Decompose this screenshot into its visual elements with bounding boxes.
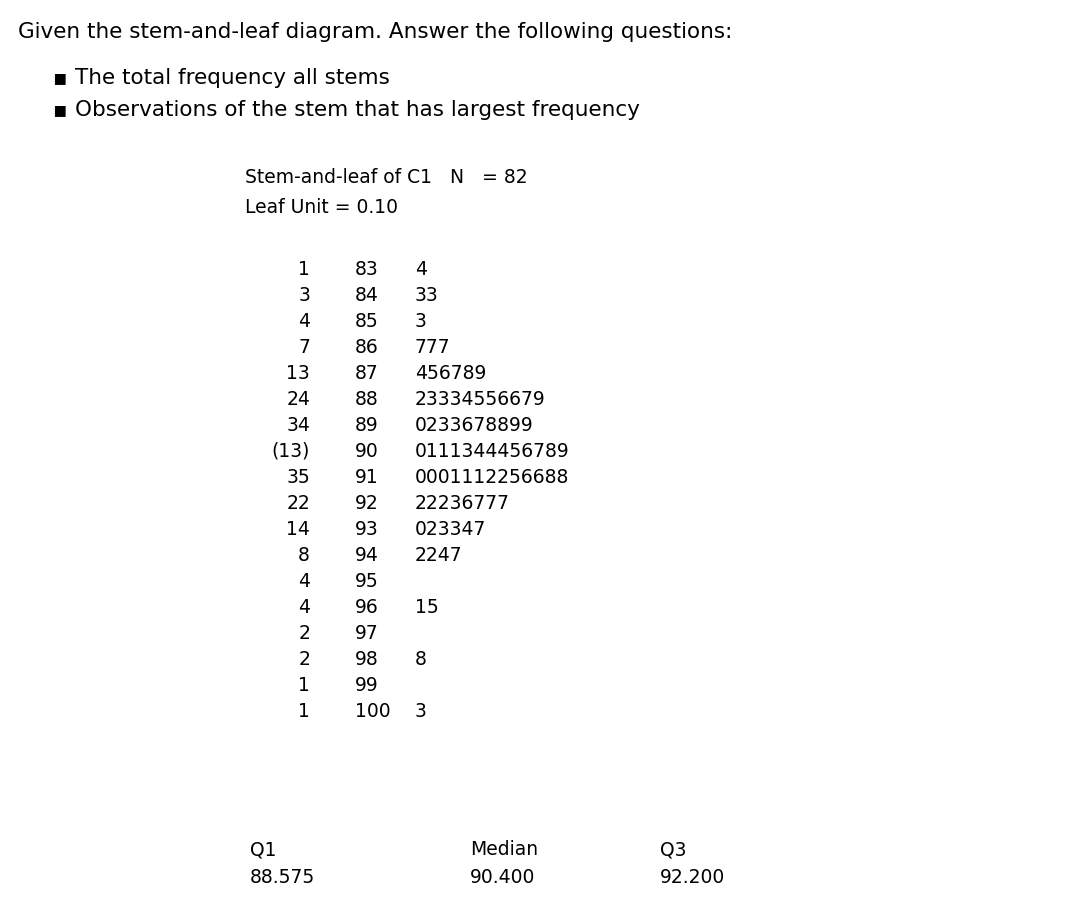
Text: 4: 4 [298, 598, 310, 617]
Text: 86: 86 [355, 338, 379, 357]
Text: 4: 4 [298, 572, 310, 591]
Text: 15: 15 [415, 598, 439, 617]
Text: Given the stem-and-leaf diagram. Answer the following questions:: Given the stem-and-leaf diagram. Answer … [17, 22, 733, 42]
Text: 85: 85 [355, 312, 379, 331]
Text: 3: 3 [415, 312, 427, 331]
Text: 35: 35 [286, 468, 310, 487]
Text: 7: 7 [298, 338, 310, 357]
Text: Observations of the stem that has largest frequency: Observations of the stem that has larges… [75, 100, 640, 120]
Text: 92: 92 [355, 494, 379, 513]
Text: 0001112256688: 0001112256688 [415, 468, 569, 487]
Text: The total frequency all stems: The total frequency all stems [75, 68, 390, 88]
Text: 0233678899: 0233678899 [415, 416, 534, 435]
Text: 4: 4 [415, 260, 427, 279]
Text: 023347: 023347 [415, 520, 486, 539]
Text: 14: 14 [286, 520, 310, 539]
Text: 2: 2 [298, 650, 310, 669]
Text: 34: 34 [286, 416, 310, 435]
Text: 84: 84 [355, 286, 379, 305]
Text: 93: 93 [355, 520, 379, 539]
Text: 22: 22 [286, 494, 310, 513]
Text: 100: 100 [355, 702, 391, 721]
Text: 2247: 2247 [415, 546, 463, 565]
Text: 456789: 456789 [415, 364, 486, 383]
Text: 88: 88 [355, 390, 379, 409]
Text: 88.575: 88.575 [250, 868, 316, 887]
Text: 3: 3 [298, 286, 310, 305]
Text: 89: 89 [355, 416, 379, 435]
Text: 3: 3 [415, 702, 427, 721]
Text: 99: 99 [355, 676, 379, 695]
Text: 24: 24 [286, 390, 310, 409]
Text: 97: 97 [355, 624, 379, 643]
Text: ▪: ▪ [52, 68, 67, 88]
Text: (13): (13) [272, 442, 310, 461]
Text: 8: 8 [298, 546, 310, 565]
Text: 777: 777 [415, 338, 451, 357]
Text: Leaf Unit = 0.10: Leaf Unit = 0.10 [245, 198, 397, 217]
Text: ▪: ▪ [52, 100, 67, 120]
Text: 22236777: 22236777 [415, 494, 510, 513]
Text: 1: 1 [298, 676, 310, 695]
Text: 0111344456789: 0111344456789 [415, 442, 570, 461]
Text: 23334556679: 23334556679 [415, 390, 546, 409]
Text: 91: 91 [355, 468, 379, 487]
Text: 2: 2 [298, 624, 310, 643]
Text: 90.400: 90.400 [470, 868, 535, 887]
Text: Q1: Q1 [250, 840, 276, 859]
Text: 8: 8 [415, 650, 427, 669]
Text: 90: 90 [355, 442, 379, 461]
Text: 1: 1 [298, 702, 310, 721]
Text: 95: 95 [355, 572, 379, 591]
Text: 96: 96 [355, 598, 379, 617]
Text: 98: 98 [355, 650, 379, 669]
Text: 92.200: 92.200 [660, 868, 725, 887]
Text: 33: 33 [415, 286, 439, 305]
Text: 94: 94 [355, 546, 379, 565]
Text: Stem-and-leaf of C1   N   = 82: Stem-and-leaf of C1 N = 82 [245, 168, 527, 187]
Text: 13: 13 [286, 364, 310, 383]
Text: 4: 4 [298, 312, 310, 331]
Text: Q3: Q3 [660, 840, 687, 859]
Text: 1: 1 [298, 260, 310, 279]
Text: Median: Median [470, 840, 538, 859]
Text: 83: 83 [355, 260, 379, 279]
Text: 87: 87 [355, 364, 379, 383]
